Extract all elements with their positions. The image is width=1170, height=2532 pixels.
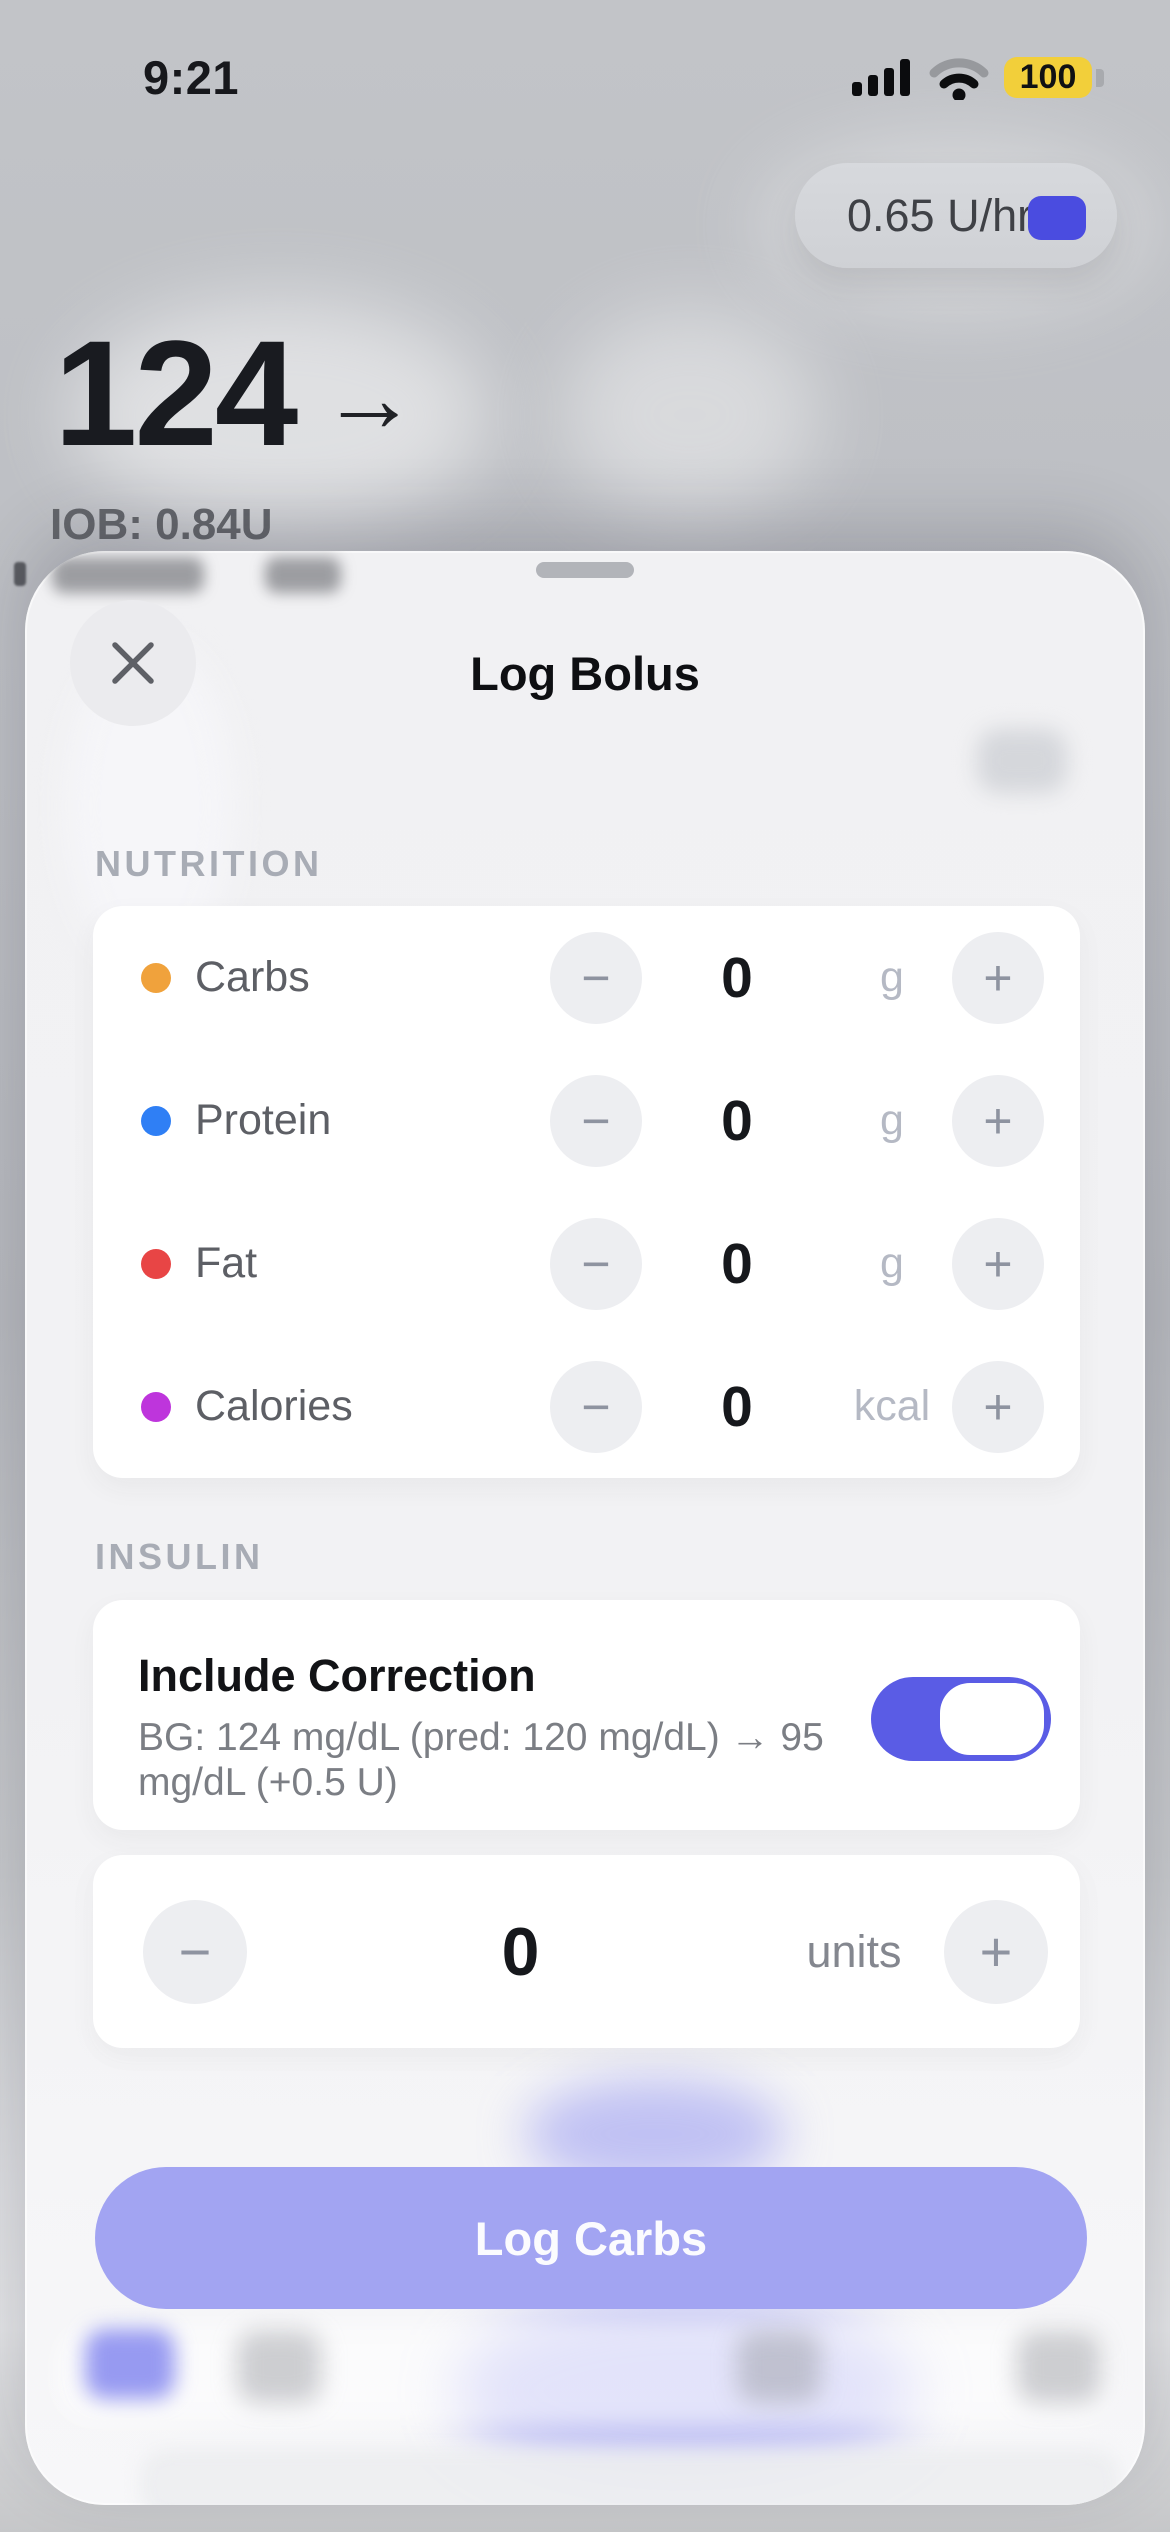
insulin-section-label: INSULIN bbox=[95, 1536, 264, 1577]
nutrient-label: Fat bbox=[195, 1239, 258, 1287]
wifi-icon bbox=[928, 54, 990, 105]
glucose-reading: 124 → bbox=[54, 318, 417, 468]
bg-glow bbox=[560, 310, 820, 520]
trend-arrow-icon: → bbox=[321, 345, 418, 452]
nutrition-row: Fat − 0 g + bbox=[93, 1192, 1080, 1335]
log-carbs-button[interactable]: Log Carbs bbox=[95, 2167, 1087, 2309]
protein-plus-button[interactable]: + bbox=[952, 1074, 1044, 1167]
bg-glow bbox=[70, 300, 490, 530]
battery-nub bbox=[1096, 69, 1104, 87]
include-correction-toggle[interactable] bbox=[871, 1677, 1051, 1761]
protein-dot-icon bbox=[141, 1105, 171, 1136]
protein-minus-button[interactable]: − bbox=[550, 1074, 642, 1167]
nutrition-row: Protein − 0 g + bbox=[93, 1049, 1080, 1192]
nutrient-unit-label: g bbox=[880, 953, 904, 1001]
battery-icon: 100 bbox=[1004, 57, 1092, 98]
nutrient-value: 0 bbox=[721, 1088, 753, 1153]
calories-minus-button[interactable]: − bbox=[550, 1360, 642, 1453]
nutrition-section-label: NUTRITION bbox=[95, 843, 323, 884]
dose-plus-button[interactable]: + bbox=[944, 1899, 1048, 2004]
nutrient-label: Protein bbox=[195, 1096, 332, 1144]
iob-text: IOB: 0.84U bbox=[50, 500, 273, 549]
basal-toggle-knob[interactable] bbox=[1028, 196, 1086, 240]
sheet-title: Log Bolus bbox=[470, 647, 700, 700]
carbs-dot-icon bbox=[141, 962, 171, 993]
nutrient-value: 0 bbox=[721, 945, 753, 1010]
dose-unit-label: units bbox=[806, 1925, 902, 1977]
background-text-sliver bbox=[14, 562, 26, 586]
nutrient-value: 0 bbox=[721, 1231, 753, 1296]
cellular-signal-icon bbox=[852, 58, 910, 96]
glucose-value: 124 bbox=[54, 309, 298, 477]
basal-rate-value: 0.65 U/hr bbox=[847, 189, 1033, 241]
nutrition-card: Carbs − 0 g + Protein − 0 g + Fat − 0 g + Calories − 0 kca… bbox=[93, 906, 1080, 1478]
fat-minus-button[interactable]: − bbox=[550, 1217, 642, 1310]
toggle-knob bbox=[940, 1683, 1044, 1755]
log-bolus-sheet: Log Bolus NUTRITION Carbs − 0 g + Protein − 0 g +… bbox=[25, 551, 1145, 2505]
dose-value: 0 bbox=[501, 1913, 540, 1990]
calories-plus-button[interactable]: + bbox=[952, 1360, 1044, 1453]
insulin-dose-stepper-card: − 0 units + bbox=[93, 1855, 1080, 2048]
nutrient-unit-label: g bbox=[880, 1096, 904, 1144]
nutrient-value: 0 bbox=[721, 1374, 753, 1439]
carbs-minus-button[interactable]: − bbox=[550, 931, 642, 1024]
sheet-grabber[interactable] bbox=[536, 562, 634, 578]
nutrient-unit-label: g bbox=[880, 1239, 904, 1287]
include-correction-card: Include Correction BG: 124 mg/dL (pred: … bbox=[93, 1600, 1080, 1830]
correction-detail-text: BG: 124 mg/dL (pred: 120 mg/dL) → 95 mg/… bbox=[138, 1716, 824, 1804]
status-bar: 9:21 100 bbox=[0, 0, 1170, 130]
fat-plus-button[interactable]: + bbox=[952, 1217, 1044, 1310]
dose-minus-button[interactable]: − bbox=[143, 1899, 247, 2004]
include-correction-title: Include Correction bbox=[138, 1650, 536, 1701]
fat-dot-icon bbox=[141, 1248, 171, 1279]
calories-dot-icon bbox=[141, 1391, 171, 1422]
basal-rate-pill[interactable]: 0.65 U/hr bbox=[795, 163, 1117, 268]
nutrient-label: Calories bbox=[195, 1382, 353, 1430]
clock: 9:21 bbox=[143, 51, 240, 104]
carbs-plus-button[interactable]: + bbox=[952, 931, 1044, 1024]
nutrition-row: Calories − 0 kcal + bbox=[93, 1335, 1080, 1478]
nutrition-row: Carbs − 0 g + bbox=[93, 906, 1080, 1049]
nutrient-label: Carbs bbox=[195, 953, 310, 1001]
nutrient-unit-label: kcal bbox=[853, 1382, 931, 1430]
